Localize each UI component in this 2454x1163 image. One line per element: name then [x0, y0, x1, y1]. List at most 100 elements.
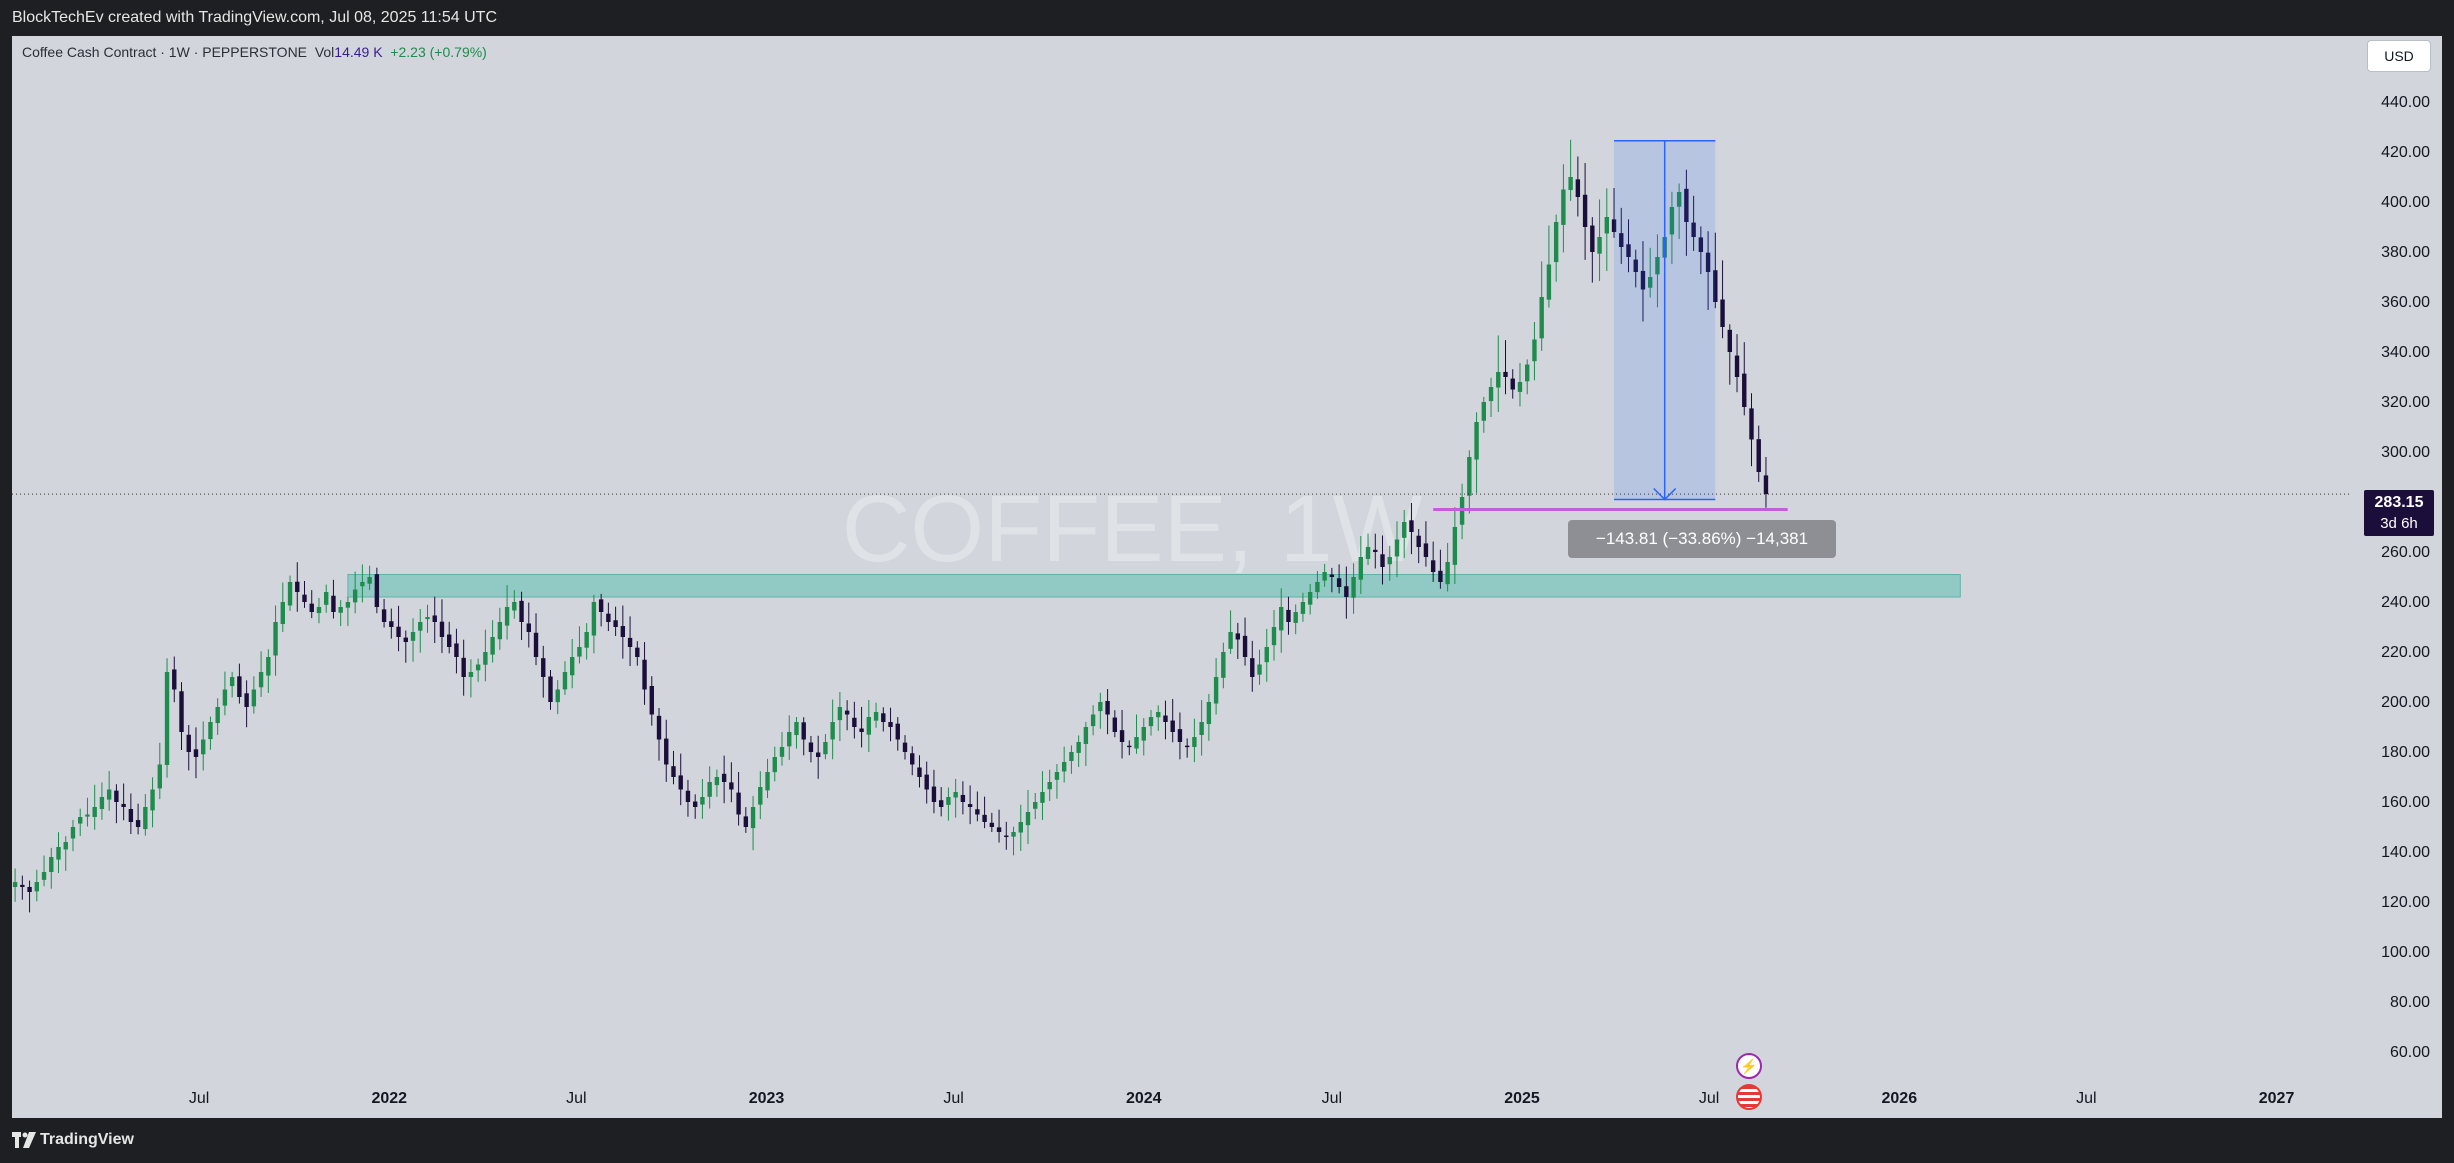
candle-body	[917, 767, 922, 777]
x-tick-label: Jul	[1699, 1090, 1719, 1107]
candle-body	[1134, 737, 1139, 749]
candle-body	[1112, 717, 1118, 732]
price-change: +2.23 (+0.79%)	[390, 44, 487, 60]
candle-body	[63, 842, 68, 850]
candle-body	[85, 814, 90, 817]
candle-body	[295, 581, 300, 592]
candle-body	[1329, 574, 1335, 577]
candle-body	[1445, 562, 1450, 585]
candle-body	[1546, 264, 1552, 300]
candle-body	[1090, 714, 1096, 727]
flash-event-icon[interactable]: ⚡	[1736, 1053, 1762, 1079]
candle-body	[1590, 225, 1595, 252]
candle-body	[1394, 539, 1400, 557]
candle-body	[20, 884, 25, 887]
candle-body	[1199, 722, 1204, 735]
candle-body	[620, 626, 626, 637]
candle-body	[1648, 277, 1653, 288]
candle-body	[1575, 179, 1581, 197]
y-tick-label: 440.00	[2381, 94, 2430, 111]
candle-body	[352, 589, 358, 603]
candle-body	[1322, 572, 1327, 581]
candle-body	[222, 689, 228, 706]
measure-readout: −143.81 (−33.86%) −14,381	[1568, 520, 1836, 558]
y-tick-label: 80.00	[2390, 994, 2430, 1011]
candle-body	[164, 672, 170, 765]
candle-body	[143, 807, 148, 830]
candle-body	[1040, 792, 1045, 803]
candle-body	[721, 773, 727, 782]
candle-body	[548, 676, 553, 702]
candle-body	[801, 722, 806, 740]
candle-body	[316, 607, 322, 614]
candle-body	[729, 782, 734, 790]
candle-body	[1293, 612, 1298, 623]
candle-body	[512, 602, 517, 611]
candle-body	[70, 827, 76, 839]
candle-body	[1698, 237, 1704, 252]
candle-body	[975, 809, 980, 815]
candle-body	[1213, 677, 1219, 704]
candle-body	[1011, 832, 1016, 837]
candle-body	[1510, 378, 1515, 390]
x-tick-label: 2026	[1882, 1090, 1918, 1107]
candle-body	[374, 574, 380, 607]
candle-body	[338, 607, 343, 613]
candle-body	[1148, 717, 1154, 727]
candle-body	[859, 728, 864, 732]
x-tick-label: Jul	[943, 1090, 963, 1107]
candle-body	[1184, 745, 1190, 748]
price-chart[interactable]: COFFEE, 1W 60.00 80.00 100.00 120.00 140.00 1…	[12, 36, 2442, 1118]
candle-body	[150, 789, 155, 811]
candle-body	[635, 647, 640, 657]
candle-body	[324, 592, 329, 605]
candle-body	[613, 620, 618, 627]
currency-button[interactable]: USD	[2367, 40, 2431, 72]
x-tick-label: 2025	[1504, 1090, 1540, 1107]
candle-body	[1655, 257, 1660, 275]
candle-body	[1684, 188, 1689, 222]
candle-body	[743, 816, 749, 827]
candle-body	[367, 577, 372, 584]
candle-body	[1365, 547, 1371, 559]
candle-body	[266, 657, 271, 676]
x-tick-label: Jul	[189, 1090, 209, 1107]
candle-body	[960, 794, 966, 802]
candle-body	[642, 659, 647, 690]
candle-body	[678, 775, 683, 790]
candle-body	[1250, 658, 1255, 677]
candle-body	[606, 613, 611, 622]
symbol-legend: Coffee Cash Contract · 1W · PEPPERSTONE …	[22, 44, 487, 60]
candle-body	[418, 622, 423, 631]
y-tick-label: 60.00	[2390, 1044, 2430, 1061]
y-tick-label: 340.00	[2381, 344, 2430, 361]
chart-pane[interactable]: COFFEE, 1W 60.00 80.00 100.00 120.00 140.00 1…	[12, 36, 2442, 1118]
candle-body	[1271, 627, 1277, 646]
candle-body	[526, 623, 531, 632]
candle-body	[258, 672, 264, 688]
candle-body	[1409, 520, 1414, 532]
candle-body	[562, 672, 568, 690]
candle-body	[1127, 745, 1132, 748]
candle-body	[302, 594, 307, 602]
candle-body	[946, 797, 951, 805]
candle-body	[1720, 299, 1725, 327]
candle-body	[360, 582, 365, 587]
us-flag-event-icon[interactable]	[1736, 1084, 1762, 1110]
credit-text: BlockTechEv created with TradingView.com…	[12, 9, 497, 26]
y-tick-label: 320.00	[2381, 394, 2430, 411]
candle-body	[714, 777, 720, 786]
candle-body	[765, 772, 770, 791]
candle-body	[381, 609, 387, 622]
candle-body	[1373, 549, 1378, 552]
candle-body	[902, 742, 908, 752]
candle-body	[454, 643, 459, 657]
candle-body	[56, 847, 61, 860]
candle-body	[475, 664, 481, 671]
candle-body	[938, 800, 944, 807]
y-tick-label: 180.00	[2381, 744, 2430, 761]
candle-body	[432, 615, 437, 622]
candle-body	[309, 603, 314, 612]
candle-body	[1286, 609, 1291, 622]
candle-body	[215, 707, 220, 724]
